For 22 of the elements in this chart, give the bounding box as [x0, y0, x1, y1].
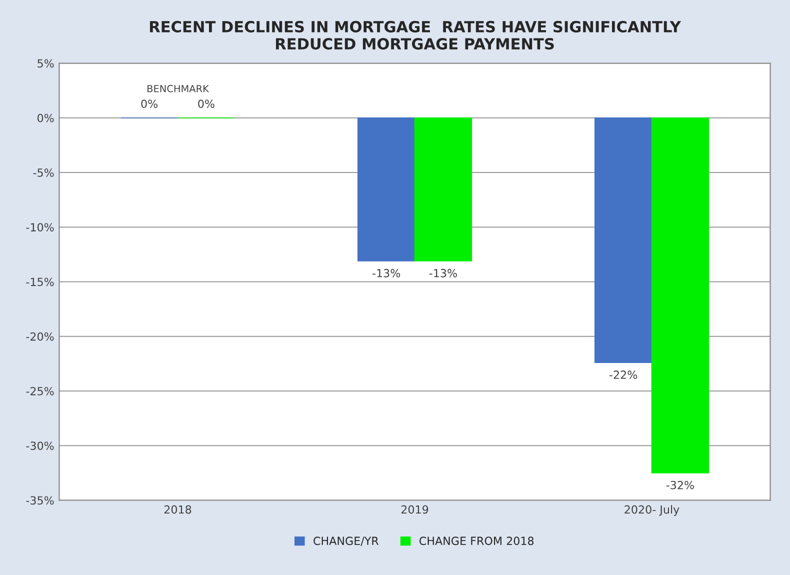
y-tick-label: -5%: [33, 168, 54, 177]
data-label: -22%: [610, 370, 638, 379]
legend-label: CHANGE/YR: [314, 536, 379, 546]
y-tick-label: 5%: [38, 59, 54, 68]
y-tick-label: -30%: [26, 442, 54, 450]
y-tick-label: -10%: [26, 223, 54, 232]
y-tick-label: -15%: [26, 278, 54, 286]
annotation: BENCHMARK: [148, 84, 210, 92]
y-tick-label: -35%: [26, 496, 54, 505]
chart-title: RECENT DECLINES IN MORTGAGE RATES HAVE SIGNIFICANTLY REDUCED MORTGAGE PAYMENTS: [150, 20, 682, 50]
x-tick-label: 2019: [401, 505, 428, 514]
legend-label: CHANGE FROM 2018: [419, 536, 534, 546]
x-tick-label: 2020- July: [624, 505, 680, 516]
y-tick-label: -20%: [26, 332, 54, 341]
data-label: -13%: [429, 268, 457, 278]
data-label: -32%: [666, 480, 694, 490]
y-tick-label: -25%: [26, 386, 54, 396]
data-label: 0%: [198, 100, 214, 108]
data-label: -13%: [372, 268, 400, 278]
data-label: 0%: [141, 100, 158, 108]
y-tick-label: 0%: [37, 114, 54, 122]
x-tick-label: 2018: [164, 505, 192, 514]
